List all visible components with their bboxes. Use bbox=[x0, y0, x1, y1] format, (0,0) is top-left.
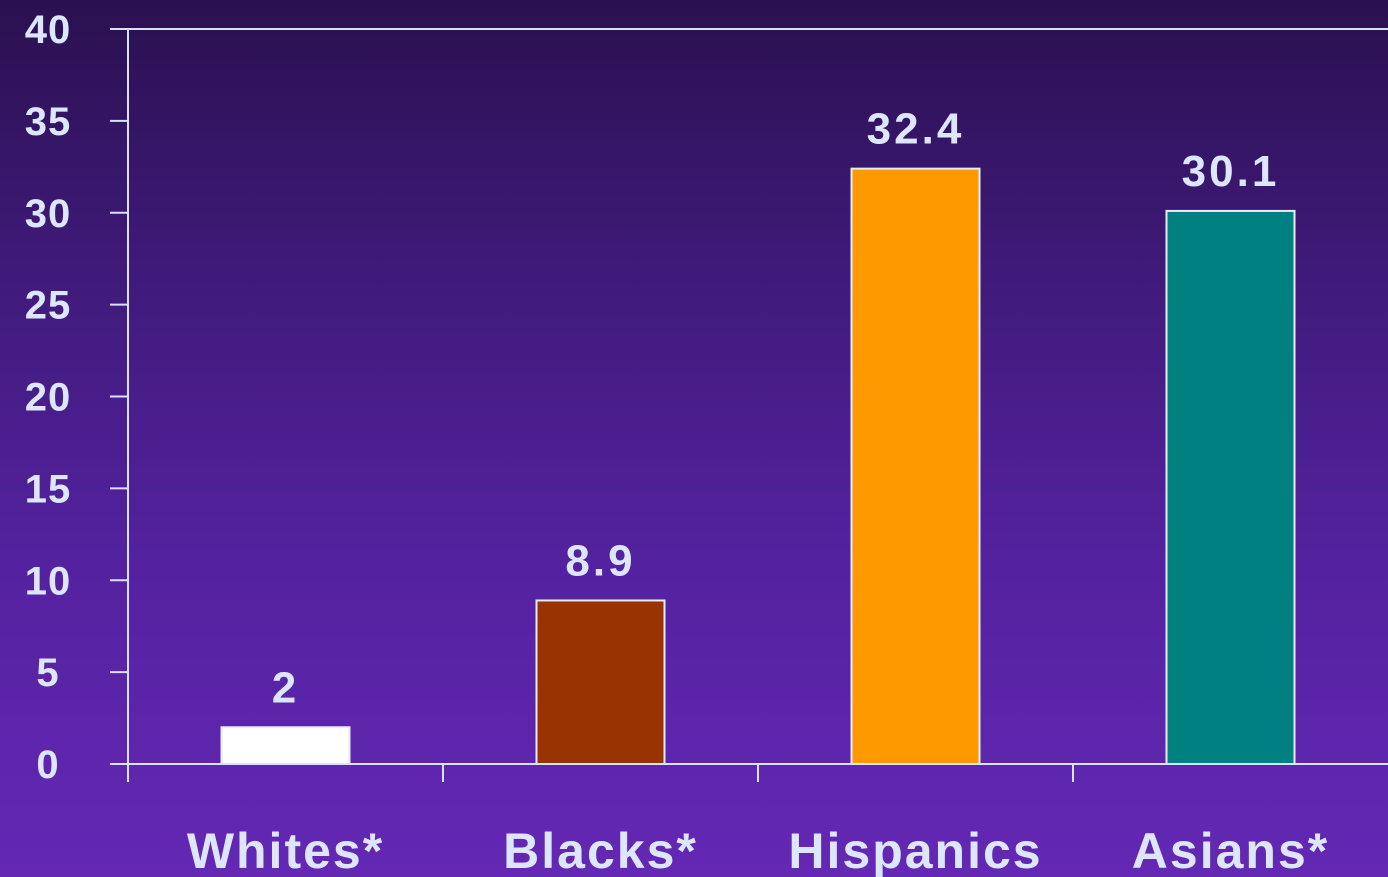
y-axis-ticks: 0 5 10 15 20 25 30 35 40 bbox=[25, 8, 128, 787]
y-tick-label: 40 bbox=[25, 8, 72, 52]
category-label: Blacks* bbox=[503, 823, 698, 877]
category-label: Asians* bbox=[1132, 823, 1329, 877]
bar-whites bbox=[220, 726, 351, 765]
category-labels: Whites* Blacks* Hispanics Asians* bbox=[187, 823, 1329, 877]
data-label: 30.1 bbox=[1182, 147, 1280, 196]
y-tick-label: 20 bbox=[25, 376, 72, 420]
y-tick-label: 25 bbox=[25, 284, 72, 328]
data-label: 32.4 bbox=[867, 105, 965, 154]
y-tick-label: 35 bbox=[25, 100, 72, 144]
category-label: Whites* bbox=[187, 823, 384, 877]
bar-hispanics bbox=[850, 167, 981, 765]
y-tick-label: 0 bbox=[36, 743, 59, 787]
category-label: Hispanics bbox=[788, 823, 1042, 877]
bar-asians bbox=[1165, 209, 1296, 766]
bar-blacks bbox=[535, 599, 666, 766]
x-axis-ticks bbox=[127, 764, 1074, 782]
y-tick-label: 15 bbox=[25, 467, 72, 511]
data-labels: 2 8.9 32.4 30.1 bbox=[272, 105, 1280, 713]
y-tick-label: 5 bbox=[36, 651, 59, 695]
y-tick-label: 30 bbox=[25, 192, 72, 236]
bars bbox=[220, 167, 1296, 766]
data-label: 2 bbox=[272, 663, 299, 712]
y-tick-label: 10 bbox=[25, 559, 72, 603]
data-label: 8.9 bbox=[565, 536, 635, 585]
